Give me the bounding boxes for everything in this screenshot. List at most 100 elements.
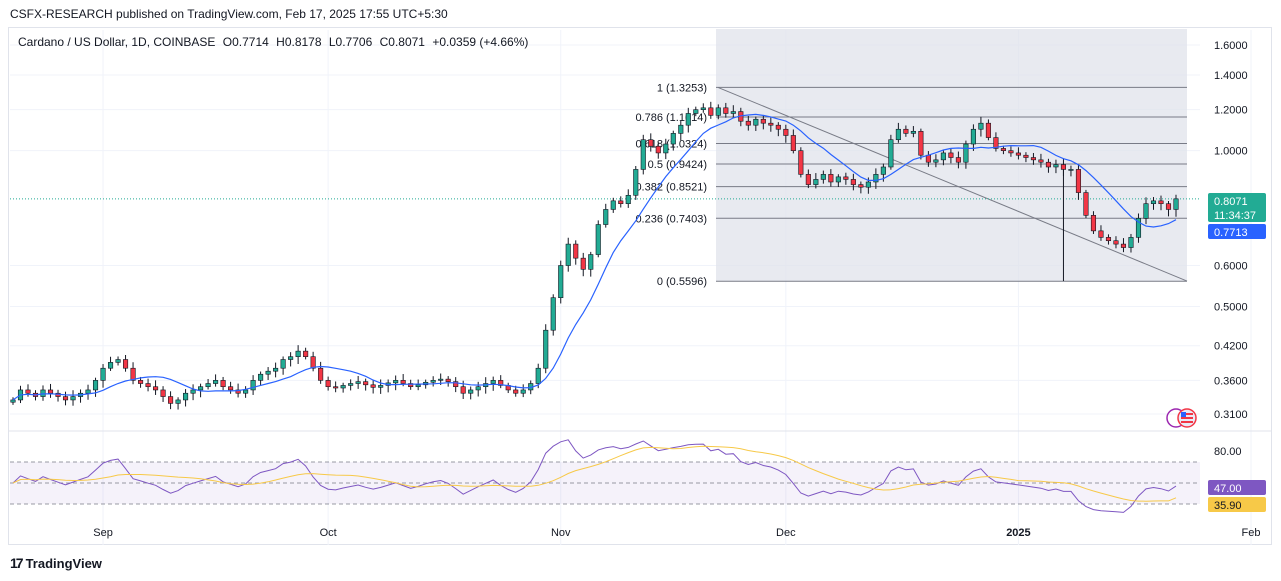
candle	[280, 356, 286, 375]
rsi-tick-label: 80.00	[1214, 446, 1242, 458]
candle	[843, 172, 849, 185]
brand-label: TradingView	[25, 555, 102, 571]
descending-trendline	[717, 86, 1188, 282]
candle	[565, 237, 571, 272]
candle	[258, 371, 264, 386]
low-value: L0.7706	[328, 35, 373, 49]
candle	[580, 252, 586, 277]
candle	[813, 173, 819, 189]
price-tick-label: 1.0000	[1214, 146, 1248, 158]
candle	[933, 154, 939, 168]
candle	[948, 148, 954, 164]
price-axis: 1.6000 1.4000 1.2000 1.0000 0.6000 0.5000 0.42…	[1214, 40, 1248, 458]
candle	[205, 378, 211, 390]
candle	[340, 382, 346, 393]
candle	[92, 377, 99, 397]
time-tick-label: Sep	[93, 527, 113, 539]
candle	[168, 391, 174, 410]
rsi-ma-tag: 35.90	[1208, 497, 1266, 512]
time-axis: Sep Oct Nov Dec 2025 Feb	[93, 527, 1260, 539]
svg-text:0.7713: 0.7713	[1214, 227, 1248, 239]
candle	[47, 383, 54, 398]
candle	[430, 376, 436, 387]
candle	[1150, 197, 1157, 210]
candle	[498, 375, 504, 389]
candle	[730, 105, 736, 119]
candle	[768, 117, 774, 132]
candle	[970, 124, 976, 151]
time-tick-label: Dec	[776, 527, 796, 539]
time-tick-label: Nov	[551, 527, 571, 539]
candle	[1173, 194, 1179, 217]
change-value: +0.0359 (+4.66%)	[432, 35, 529, 49]
candle	[130, 362, 136, 385]
candle	[1143, 197, 1149, 225]
candle	[655, 142, 661, 159]
candle	[175, 397, 181, 410]
fib-level-label: 1 (1.3253)	[657, 82, 707, 94]
high-value: H0.8178	[276, 35, 322, 49]
price-tick-label: 1.4000	[1214, 70, 1248, 82]
time-tick-label: Feb	[1242, 527, 1261, 539]
price-tick-label: 0.6000	[1214, 261, 1248, 273]
ma-tag: 0.7713	[1208, 224, 1266, 239]
candle	[903, 125, 909, 137]
candle	[145, 378, 151, 392]
svg-text:47.00: 47.00	[1214, 483, 1242, 495]
candle	[648, 133, 654, 152]
candle	[978, 116, 984, 137]
candle	[940, 149, 946, 166]
svg-text:0.8071: 0.8071	[1214, 196, 1248, 208]
candle	[873, 168, 879, 189]
price-tick-label: 1.6000	[1214, 40, 1248, 52]
price-tick-label: 0.5000	[1214, 302, 1248, 314]
candle	[1098, 225, 1104, 241]
candle	[1015, 147, 1021, 160]
candle	[1083, 189, 1089, 219]
candle	[790, 129, 796, 154]
candle	[40, 385, 46, 401]
candle	[213, 374, 219, 387]
candle	[310, 351, 316, 372]
time-tick-label: 2025	[1006, 527, 1030, 539]
candle	[543, 324, 549, 374]
rsi-pane	[10, 439, 1200, 513]
candle	[663, 138, 669, 160]
candle	[138, 376, 144, 388]
candle	[1045, 158, 1051, 173]
candle	[505, 382, 511, 394]
candle	[783, 124, 789, 143]
candle	[303, 347, 309, 360]
price-tick-label: 1.2000	[1214, 105, 1248, 117]
candle	[753, 116, 759, 131]
candle	[670, 130, 676, 151]
candle	[798, 147, 804, 178]
candle	[243, 386, 249, 398]
candle	[70, 390, 76, 406]
candle	[288, 352, 294, 367]
candle	[55, 389, 61, 402]
candle	[558, 260, 564, 304]
tradingview-logo[interactable]: 17 TradingView	[10, 555, 102, 571]
price-tick-label: 0.3100	[1214, 409, 1248, 421]
chart-frame[interactable]	[8, 27, 1272, 545]
candle	[318, 361, 324, 384]
candle	[520, 384, 526, 398]
symbol-header: Cardano / US Dollar, 1D, COINBASE O0.771…	[18, 35, 532, 49]
candle	[220, 376, 226, 391]
candle	[805, 169, 811, 189]
candle	[618, 196, 624, 208]
price-tick-label: 0.3600	[1214, 375, 1248, 387]
candle	[888, 134, 894, 170]
candle	[378, 379, 384, 394]
symbol-name[interactable]: Cardano / US Dollar, 1D, COINBASE	[18, 35, 216, 49]
candle	[640, 134, 646, 175]
candle	[468, 386, 474, 400]
candle	[107, 356, 114, 371]
candle	[77, 389, 84, 403]
candle	[573, 240, 579, 265]
fib-level-label: 0.5 (0.9424)	[648, 159, 707, 171]
candle	[985, 119, 991, 141]
tradingview-logo-icon: 17	[10, 555, 24, 571]
